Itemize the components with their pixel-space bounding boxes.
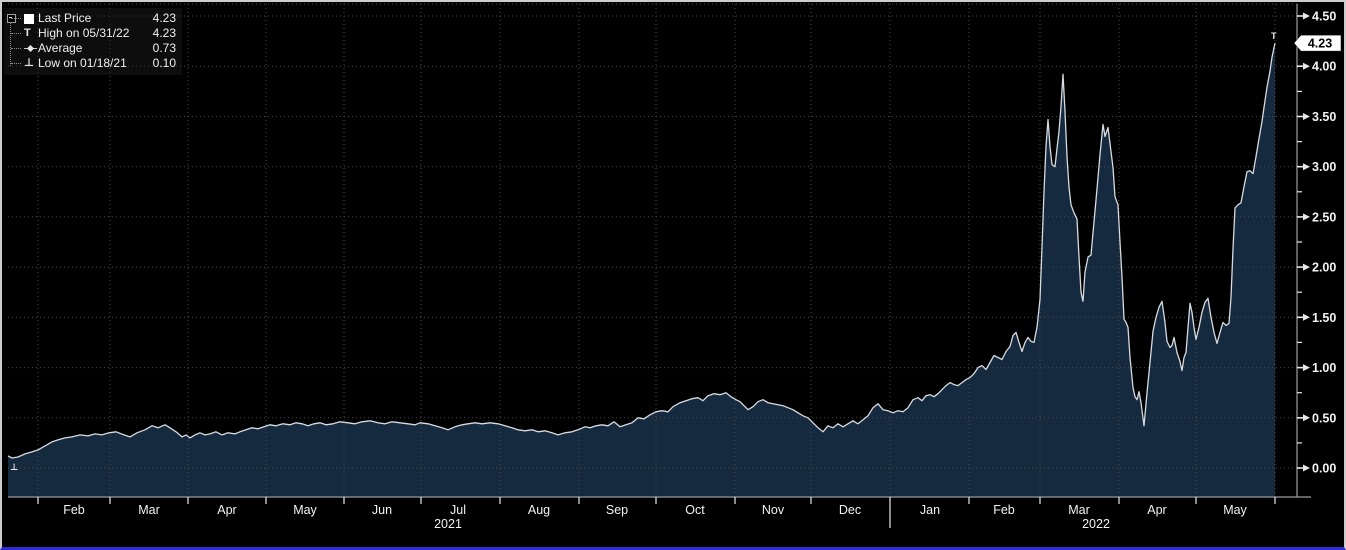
legend-value: 0.10	[152, 56, 176, 70]
x-axis-month-label: Dec	[839, 503, 861, 517]
legend-label: Average	[38, 41, 83, 55]
y-axis-tick-arrow-icon	[1303, 414, 1310, 422]
x-axis-month-label: Apr	[1147, 503, 1166, 517]
x-axis-month-label: Apr	[217, 503, 236, 517]
x-axis-month-label: Nov	[762, 503, 785, 517]
last-price-flag[interactable]	[1293, 34, 1342, 52]
x-axis-month-label: Mar	[138, 503, 160, 517]
legend-item-last-price[interactable]: Last Price 4.23	[11, 11, 176, 26]
y-axis-tick-label: 4.50	[1312, 10, 1336, 24]
x-axis-month-label: Feb	[993, 503, 1015, 517]
legend-value: 4.23	[152, 26, 176, 40]
y-axis-tick-label: 0.50	[1312, 411, 1336, 425]
low-point-marker: ⊥	[10, 462, 18, 472]
y-axis-tick-label: 4.00	[1312, 60, 1336, 74]
y-axis-tick-arrow-icon	[1303, 313, 1310, 321]
x-axis-month-label: May	[1223, 503, 1247, 517]
y-axis-tick-arrow-icon	[1303, 263, 1310, 271]
y-axis-tick-label: 3.50	[1312, 110, 1336, 124]
legend-value: 4.23	[152, 11, 176, 25]
y-axis-tick-label: 3.00	[1312, 160, 1336, 174]
y-axis-tick-arrow-icon	[1303, 163, 1310, 171]
x-axis-month-label: Aug	[528, 503, 550, 517]
chart-legend: Last Price 4.23 T High on 05/31/22 4.23 …	[4, 8, 182, 75]
y-axis-tick-arrow-icon	[1303, 62, 1310, 70]
x-axis-month-label: Sep	[606, 503, 628, 517]
y-axis-tick-arrow-icon	[1303, 113, 1310, 120]
y-axis-tick-arrow-icon	[1303, 364, 1310, 372]
x-axis-month-label: Oct	[685, 503, 705, 517]
price-line	[7, 42, 1276, 459]
y-axis-tick-label: 2.50	[1312, 210, 1336, 224]
legend-value: 0.73	[152, 41, 176, 55]
legend-item-high[interactable]: T High on 05/31/22 4.23	[11, 26, 176, 41]
legend-item-low[interactable]: ⊥ Low on 01/18/21 0.10	[11, 56, 176, 71]
status-bar: CON2COQ2 Comdty (BRENT CRUDE FUTR N2-Q2)…	[2, 530, 1344, 547]
y-axis-tick-arrow-icon	[1303, 464, 1310, 472]
x-axis-year-label: 2021	[434, 517, 462, 531]
x-axis-month-label: May	[293, 503, 317, 517]
y-axis-tick-label: 1.00	[1312, 361, 1336, 375]
legend-label: Low on 01/18/21	[38, 56, 127, 70]
security-description: CON2COQ2 Comdty (BRENT CRUDE FUTR N2-Q2)…	[4, 546, 460, 547]
x-axis-month-label: Jan	[920, 503, 940, 517]
x-axis-month-label: Jul	[450, 503, 466, 517]
x-axis-month-label: Jun	[372, 503, 392, 517]
legend-item-average[interactable]: Average 0.73	[11, 41, 176, 56]
legend-tree-line	[10, 22, 11, 66]
price-area	[8, 43, 1275, 497]
high-marker-icon: T	[24, 27, 31, 39]
y-axis-tick-label: 1.50	[1312, 311, 1336, 325]
average-marker-icon	[24, 44, 38, 53]
last-price-flag-value: 4.23	[1308, 37, 1332, 51]
y-axis-tick-label: 0.00	[1312, 462, 1336, 476]
x-axis-month-label: Mar	[1068, 503, 1090, 517]
legend-label: Last Price	[38, 11, 92, 25]
y-axis-tick-arrow-icon	[1303, 213, 1310, 221]
y-axis-tick-label: 2.00	[1312, 261, 1336, 275]
last-price-marker-icon	[24, 13, 38, 24]
low-marker-icon: ⊥	[24, 57, 35, 69]
x-axis-year-label: 2022	[1082, 517, 1110, 531]
legend-label: High on 05/31/22	[38, 26, 130, 40]
x-axis-month-label: Feb	[63, 503, 85, 517]
y-axis-tick-arrow-icon	[1303, 12, 1310, 20]
high-point-marker: T	[1271, 31, 1277, 41]
